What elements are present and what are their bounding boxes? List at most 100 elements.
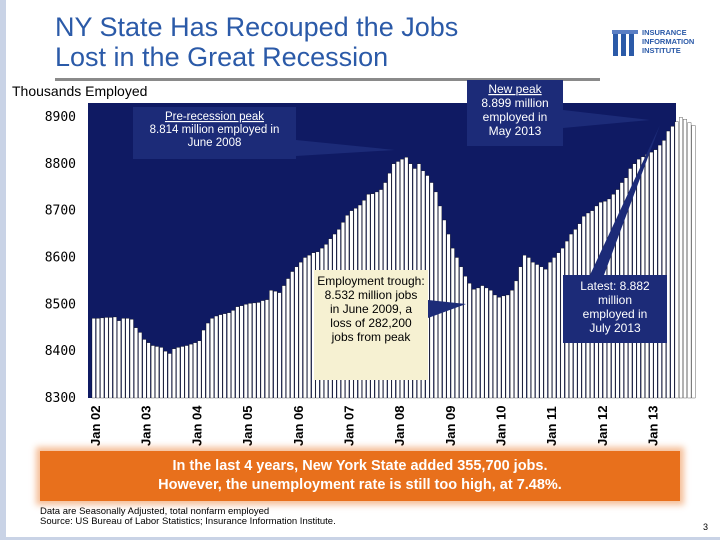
data-bar bbox=[172, 348, 176, 399]
data-bar bbox=[472, 289, 476, 399]
callout-text: 8.899 million bbox=[481, 96, 548, 110]
data-bar bbox=[155, 346, 159, 399]
data-bar bbox=[138, 332, 143, 399]
data-bar bbox=[522, 255, 527, 399]
data-bar bbox=[480, 285, 485, 399]
x-tick-label: Jan 08 bbox=[392, 406, 407, 446]
data-bar bbox=[218, 314, 223, 399]
callout-text: July 2013 bbox=[589, 321, 641, 335]
data-bar bbox=[286, 278, 290, 399]
data-bar bbox=[189, 343, 193, 399]
data-bar bbox=[281, 285, 286, 399]
page-title: NY State Has Recouped the Jobs Lost in t… bbox=[55, 12, 575, 72]
data-bar bbox=[446, 233, 451, 399]
data-bar bbox=[294, 266, 299, 399]
banner-line-1: In the last 4 years, New York State adde… bbox=[172, 458, 548, 474]
x-tick-label: Jan 10 bbox=[494, 406, 509, 446]
callout-text: June 2008 bbox=[188, 137, 242, 149]
y-tick-label: 8700 bbox=[45, 204, 76, 219]
data-bar bbox=[463, 276, 468, 399]
footnote-line-2: Source: US Bureau of Labor Statistics; I… bbox=[40, 516, 336, 527]
data-bar bbox=[450, 247, 455, 399]
data-bar bbox=[484, 287, 489, 399]
y-tick-label: 8300 bbox=[45, 391, 76, 406]
x-tick-label: Jan 06 bbox=[291, 406, 306, 446]
callout-box bbox=[314, 270, 428, 380]
y-tick-label: 8500 bbox=[45, 297, 76, 312]
callout-pointer bbox=[428, 300, 466, 318]
data-bar bbox=[142, 339, 147, 399]
callout-text: in June 2009, a bbox=[330, 302, 412, 316]
data-bar bbox=[488, 290, 493, 399]
data-bar bbox=[256, 302, 261, 399]
y-tick-label: 8900 bbox=[45, 110, 76, 125]
data-bar bbox=[670, 126, 675, 399]
data-bar bbox=[222, 313, 227, 399]
data-bar bbox=[96, 318, 100, 399]
data-bar bbox=[497, 297, 502, 399]
data-bar bbox=[501, 295, 506, 399]
callout-text: May 2013 bbox=[489, 124, 542, 138]
data-bar bbox=[252, 302, 257, 399]
data-bar bbox=[125, 318, 130, 399]
data-bar bbox=[514, 280, 519, 399]
y-tick-label: 8800 bbox=[45, 157, 76, 172]
x-tick-label: Jan 03 bbox=[139, 406, 154, 446]
data-bar bbox=[459, 266, 464, 399]
data-bar bbox=[657, 144, 662, 399]
title-line-2: Lost in the Great Recession bbox=[55, 42, 389, 72]
data-bar bbox=[260, 300, 265, 399]
data-bar bbox=[248, 303, 252, 399]
data-bar bbox=[674, 121, 679, 399]
data-bar bbox=[543, 269, 548, 399]
footnote: Data are Seasonally Adjusted, total nonf… bbox=[40, 507, 336, 527]
callout-text: 8.532 million jobs bbox=[325, 288, 418, 302]
logo-line-3: INSTITUTE bbox=[642, 46, 681, 55]
data-bar bbox=[117, 320, 121, 399]
data-bar bbox=[476, 287, 481, 399]
data-bar bbox=[104, 317, 109, 399]
side-accent-bar bbox=[0, 0, 6, 540]
x-tick-label: Jan 04 bbox=[189, 405, 204, 446]
x-tick-label: Jan 07 bbox=[341, 406, 356, 446]
data-bar bbox=[150, 345, 155, 399]
data-bar bbox=[227, 312, 231, 399]
callout-text: employed in bbox=[583, 307, 648, 321]
callout-text: New peak bbox=[488, 82, 542, 96]
data-bar bbox=[176, 347, 181, 399]
data-bar bbox=[535, 264, 540, 399]
data-bar bbox=[455, 257, 459, 399]
data-bar bbox=[434, 191, 438, 399]
data-bar bbox=[265, 299, 269, 399]
data-bar bbox=[231, 310, 236, 399]
data-bar bbox=[307, 255, 312, 399]
data-bar bbox=[548, 262, 552, 399]
x-tick-label: Jan 05 bbox=[240, 406, 255, 446]
x-tick-label: Jan 02 bbox=[88, 406, 103, 446]
data-bar bbox=[505, 294, 510, 399]
data-bar bbox=[146, 342, 151, 399]
data-bar bbox=[653, 149, 658, 399]
logo-line-2: INFORMATION bbox=[642, 37, 695, 46]
data-bar bbox=[691, 125, 696, 399]
data-bar bbox=[193, 342, 197, 399]
data-bar bbox=[662, 140, 666, 399]
data-bar bbox=[108, 317, 113, 399]
callout-text: million bbox=[598, 293, 632, 307]
data-bar bbox=[531, 262, 535, 399]
data-bar bbox=[197, 340, 202, 399]
data-bar bbox=[679, 117, 683, 399]
data-bar bbox=[683, 119, 687, 399]
y-tick-label: 8400 bbox=[45, 344, 76, 359]
data-bar bbox=[239, 305, 244, 399]
data-bar bbox=[201, 329, 206, 399]
data-bar bbox=[429, 182, 434, 399]
bottom-divider bbox=[0, 537, 720, 540]
callout-text: loss of 282,200 bbox=[330, 316, 412, 330]
data-bar bbox=[205, 322, 210, 399]
data-bar bbox=[493, 294, 497, 399]
data-bar bbox=[235, 306, 240, 399]
